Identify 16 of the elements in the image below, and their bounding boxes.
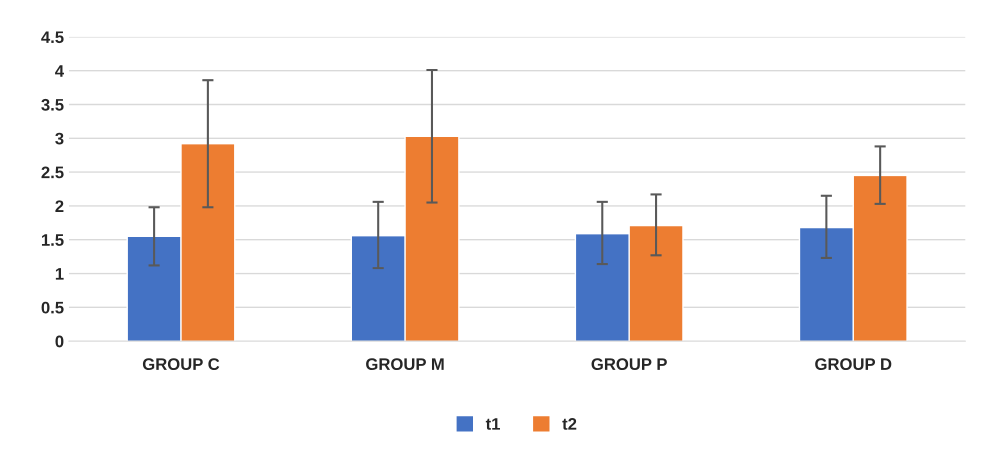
- legend-label: t2: [562, 418, 576, 430]
- y-tick-label: 0.5: [42, 302, 64, 314]
- x-tick-label: GROUP D: [815, 358, 892, 370]
- x-tick-label: GROUP M: [366, 358, 444, 370]
- y-tick-label: 4.5: [41, 31, 64, 44]
- y-tick-label: 2.5: [42, 166, 64, 178]
- x-tick-label: GROUP P: [592, 358, 667, 370]
- y-tick-label: 3.5: [41, 98, 64, 111]
- y-tick-label: 1.5: [42, 234, 64, 246]
- y-tick-label: 1: [56, 268, 64, 280]
- y-tick-label: 2: [55, 200, 64, 212]
- x-tick-label: GROUP C: [142, 358, 220, 370]
- legend-label: t1: [486, 418, 500, 430]
- y-tick-label: 4: [55, 65, 64, 77]
- y-tick-label: 0: [55, 336, 64, 348]
- y-tick-label: 3: [55, 132, 64, 145]
